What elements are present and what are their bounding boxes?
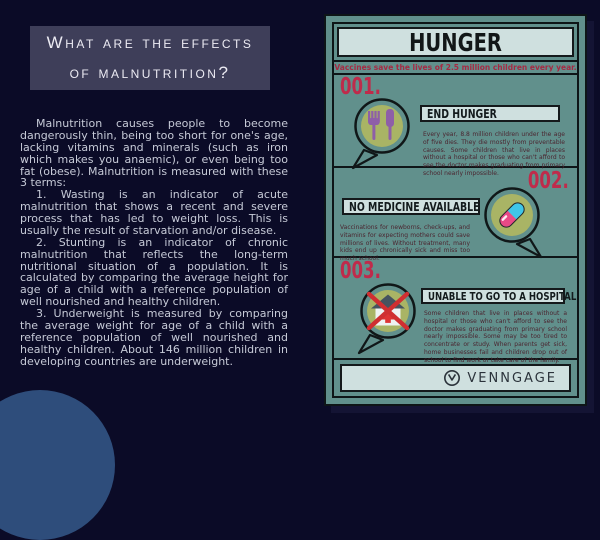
section-label: END HUNGER <box>427 106 497 121</box>
section-number: 003. <box>340 258 381 284</box>
section-description: Every year, 8.8 million children under t… <box>423 131 565 177</box>
infographic-frame: HUNGER Vaccines save the lives of 2.5 mi… <box>332 22 579 398</box>
page-title: What are the effects of malnutrition? <box>46 33 254 82</box>
panel-footer-row: VENNGAGE <box>334 360 577 396</box>
section-end-hunger: 001. END HUNGER Every yea <box>334 74 577 177</box>
section-no-medicine: 002. NO MEDICINE AVAILABLE Vaccinations … <box>334 168 577 262</box>
infographic-panel: HUNGER Vaccines save the lives of 2.5 mi… <box>324 14 587 406</box>
section-label: NO MEDICINE AVAILABLE <box>349 199 480 214</box>
section-label-box: UNABLE TO GO TO A HOSPITAL <box>421 288 576 304</box>
brand-name: VENNGAGE <box>467 370 557 386</box>
intro-paragraph: 3. Underweight is measured by comparing … <box>20 307 288 368</box>
no-hospital-icon <box>357 283 416 355</box>
panel-header-row: HUNGER <box>334 24 577 62</box>
section-no-hospital: 003. UNABLE TO GO TO A HOSPITAL Some chi… <box>334 258 577 364</box>
intro-text: Malnutrition causes people to become dan… <box>20 118 288 367</box>
intro-paragraph: 2. Stunting is an indicator of chronic m… <box>20 235 288 309</box>
corner-circle-decoration <box>0 390 115 540</box>
intro-paragraph: Malnutrition causes people to become dan… <box>20 117 288 190</box>
section-number: 002. <box>528 168 569 194</box>
intro-paragraph: 1. Wasting is an indicator of acute maln… <box>20 188 288 237</box>
panel-subtitle-row: Vaccines save the lives of 2.5 million c… <box>334 62 577 75</box>
venngage-logo-icon <box>444 370 461 386</box>
section-number: 001. <box>340 74 381 100</box>
panel-title: HUNGER <box>409 27 502 57</box>
panel-header-box: HUNGER <box>337 27 574 57</box>
panel-subtitle: Vaccines save the lives of 2.5 million c… <box>334 63 577 72</box>
section-description: Some children that live in places withou… <box>424 310 567 364</box>
section-label-box: END HUNGER <box>420 105 560 122</box>
fork-and-knife-icon <box>351 98 410 170</box>
section-label: UNABLE TO GO TO A HOSPITAL <box>428 289 577 303</box>
section-label-box: NO MEDICINE AVAILABLE <box>342 198 480 215</box>
page-title-box: What are the effects of malnutrition? <box>30 26 270 90</box>
brand-bar: VENNGAGE <box>340 364 571 392</box>
pill-icon <box>484 187 543 259</box>
section-description: Vaccinations for newborns, check-ups, an… <box>340 224 470 263</box>
